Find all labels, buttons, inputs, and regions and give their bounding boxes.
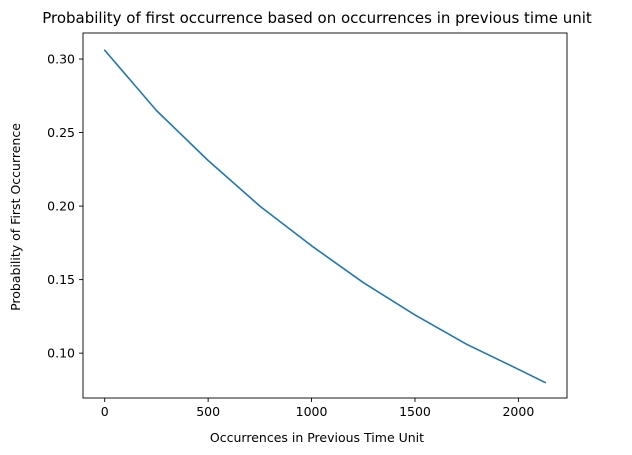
y-tick-label: 0.20 <box>47 199 75 214</box>
x-tick-label: 1500 <box>399 404 431 419</box>
series-line-0 <box>103 49 547 384</box>
y-tick-label: 0.15 <box>47 272 75 287</box>
x-axis: 0 500 1000 1500 2000 <box>101 398 534 419</box>
x-tick-label: 2000 <box>502 404 534 419</box>
x-axis-label: Occurrences in Previous Time Unit <box>210 430 424 445</box>
y-tick-label: 0.10 <box>47 346 75 361</box>
chart-title: Probability of first occurrence based on… <box>42 9 592 27</box>
y-axis-label: Probability of First Occurrence <box>8 123 23 311</box>
x-tick-label: 500 <box>196 404 220 419</box>
plot-area <box>103 49 547 384</box>
x-tick-label: 0 <box>101 404 109 419</box>
plot-frame <box>82 32 568 399</box>
x-tick-label: 1000 <box>296 404 328 419</box>
y-tick-label: 0.25 <box>47 125 75 140</box>
y-axis: 0.10 0.15 0.20 0.25 0.30 <box>47 52 83 361</box>
y-tick-label: 0.30 <box>47 52 75 67</box>
